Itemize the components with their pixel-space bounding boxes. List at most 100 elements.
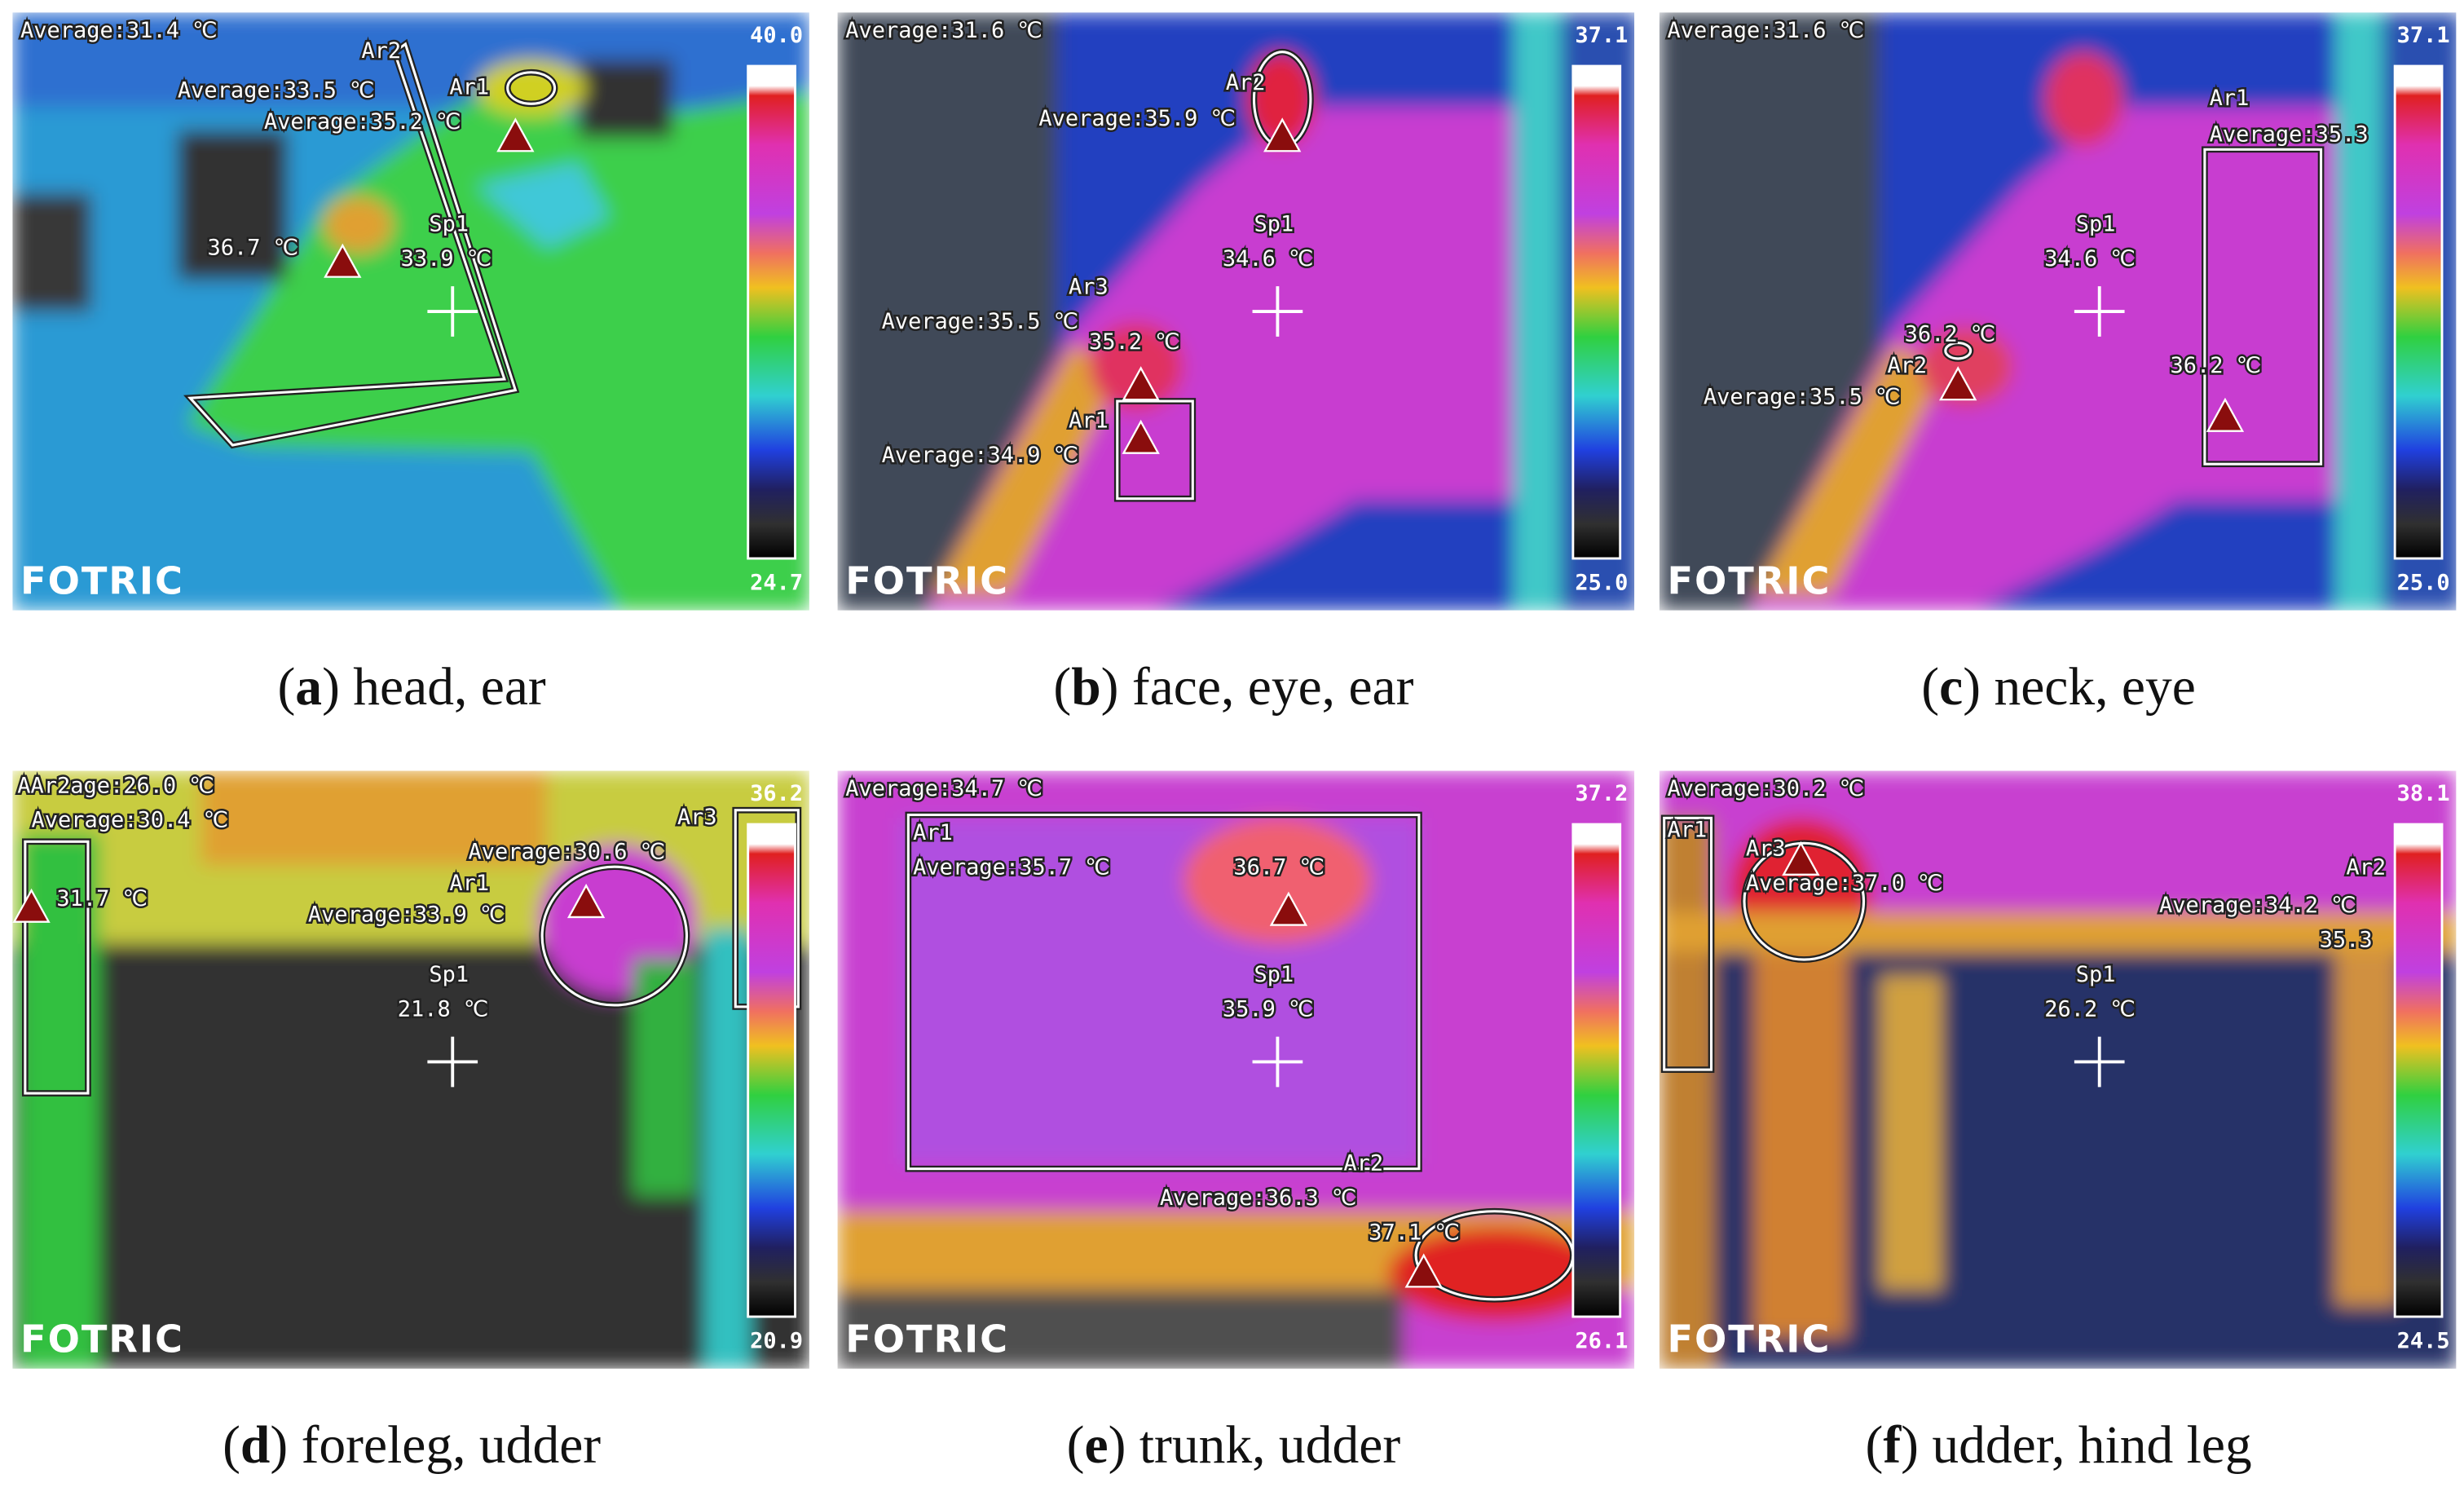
annotation: 35.2 ℃ (1089, 329, 1180, 355)
annotation: Average:31.6 ℃ (1668, 18, 1865, 43)
annotation: Sp1 (429, 211, 469, 236)
heat-region (2334, 943, 2399, 1306)
thermal-image: Average:31.4 ℃ Ar2 Average:33.5 ℃ Ar1 Averag… (12, 12, 809, 611)
max-marker (1939, 366, 1977, 401)
heat-region (1753, 928, 1849, 1338)
caption: (d) foreleg, udder (223, 1416, 601, 1475)
annotation: Ar1 (913, 820, 953, 845)
scale-min: 25.0 (1575, 570, 1628, 595)
roi-outline (1663, 816, 1713, 1071)
annotation: 36.2 ℃ (2170, 353, 2261, 378)
heat-region (476, 60, 587, 117)
heat-region (1089, 322, 1184, 411)
annotation: Sp1 (1254, 211, 1294, 236)
roi-outline (540, 865, 689, 1007)
heat-region (578, 60, 673, 139)
brand: FOTRIC (1668, 1317, 1831, 1361)
caption-letter: d (240, 1416, 270, 1475)
annotation: Average:30.4 ℃ (32, 808, 229, 833)
annotation: Average:35.2 ℃ (264, 109, 461, 135)
spot-crosshair (2074, 1036, 2125, 1088)
caption: (e) trunk, udder (1067, 1416, 1401, 1475)
heat-region (476, 161, 610, 249)
scale-max: 38.1 (2397, 781, 2450, 806)
caption-text: ) trunk, udder (1109, 1416, 1401, 1475)
thermal-image: Average:30.2 ℃ Ar1 Ar3 Average:37.0 ℃ Averag… (1659, 770, 2457, 1369)
annotation: Average:35.5 ℃ (882, 309, 1079, 334)
caption: (b) face, eye, ear (1053, 658, 1413, 717)
annotation: 34.6 ℃ (2044, 246, 2136, 271)
annotation: Ar2 (1887, 353, 1927, 378)
heat-region (177, 130, 288, 280)
color-scale (747, 64, 796, 560)
caption-text: ) foreleg, udder (270, 1416, 601, 1475)
annotation: AAr2age:26.0 ℃ (17, 773, 214, 798)
annotation: Average:36.3 ℃ (1160, 1185, 1357, 1211)
color-scale (2393, 64, 2444, 560)
annotation: Ar2 (1343, 1150, 1383, 1176)
heat-region (703, 928, 752, 1369)
annotation: Average:30.6 ℃ (469, 839, 666, 864)
color-scale (1571, 823, 1622, 1318)
annotation: Sp1 (2076, 211, 2116, 236)
caption-letter: a (295, 658, 322, 717)
heat-region (1753, 44, 2382, 611)
max-marker (1269, 891, 1308, 926)
annotation: 37.1 ℃ (1369, 1220, 1460, 1245)
thermal-image: AAr2age:26.0 ℃ Average:30.4 ℃ 31.7 ℃ Averag… (12, 770, 809, 1369)
max-marker (1122, 419, 1160, 454)
annotation: Ar2 (361, 38, 401, 64)
annotation: 36.2 ℃ (1905, 321, 1996, 346)
max-marker (496, 117, 535, 152)
annotation: Average:35.7 ℃ (913, 855, 1110, 880)
annotation: 35.3 (2320, 927, 2373, 952)
roi-outline (1944, 342, 1973, 360)
roi-outline (906, 813, 1421, 1171)
thermal-image: Average:31.6 ℃ Ar2 Average:35.9 ℃ Sp1 34.6 ℃… (837, 12, 1635, 611)
heat-region (2044, 51, 2123, 147)
scale-min: 25.0 (2397, 570, 2450, 595)
brand: FOTRIC (20, 1317, 184, 1361)
roi-outline (187, 42, 518, 447)
annotation: Ar2 (1226, 70, 1266, 95)
caption-text: ) udder, hind leg (1901, 1416, 2252, 1475)
annotation: 36.7 ℃ (1233, 855, 1325, 880)
scale-max: 37.1 (1575, 23, 1628, 48)
caption-text: ) face, eye, ear (1101, 658, 1414, 717)
thermal-background (1659, 12, 2457, 611)
caption-open: ( (1067, 1416, 1085, 1475)
spot-crosshair (1252, 286, 1303, 337)
annotation: 21.8 ℃ (398, 996, 489, 1022)
heat-region (1183, 818, 1373, 944)
roi-outline (506, 71, 557, 105)
caption-letter: f (1883, 1416, 1902, 1475)
spot-crosshair (1252, 1036, 1303, 1088)
caption-open: ( (1921, 658, 1939, 717)
brand: FOTRIC (20, 558, 184, 602)
heat-region (1245, 51, 1316, 147)
caption-open: ( (277, 658, 295, 717)
max-marker (1404, 1253, 1443, 1288)
caption-open: ( (1053, 658, 1071, 717)
heat-region (932, 44, 1561, 611)
roi-outline (1116, 399, 1194, 501)
annotation: Ar3 (1069, 275, 1109, 300)
annotation: Average:37.0 ℃ (1746, 871, 1943, 896)
thermal-image: Average:31.6 ℃ Ar1 Average:35.3 Sp1 34.6 ℃ 36… (1659, 12, 2457, 611)
max-marker (2206, 397, 2245, 432)
annotation: Ar2 (2346, 855, 2386, 880)
heat-region (1659, 912, 2457, 952)
annotation: Ar1 (1069, 408, 1109, 434)
scale-max: 37.2 (1575, 781, 1628, 806)
scale-min: 24.5 (2397, 1328, 2450, 1353)
scale-min: 26.1 (1575, 1328, 1628, 1353)
annotation: Average:33.5 ℃ (178, 77, 375, 103)
heat-region (1753, 342, 1942, 595)
caption-letter: b (1071, 658, 1100, 717)
scale-min: 20.9 (750, 1328, 803, 1353)
heat-region (1513, 12, 1561, 611)
heat-region (837, 1290, 1404, 1369)
annotation: 36.7 ℃ (207, 235, 298, 260)
max-marker (1263, 117, 1302, 152)
